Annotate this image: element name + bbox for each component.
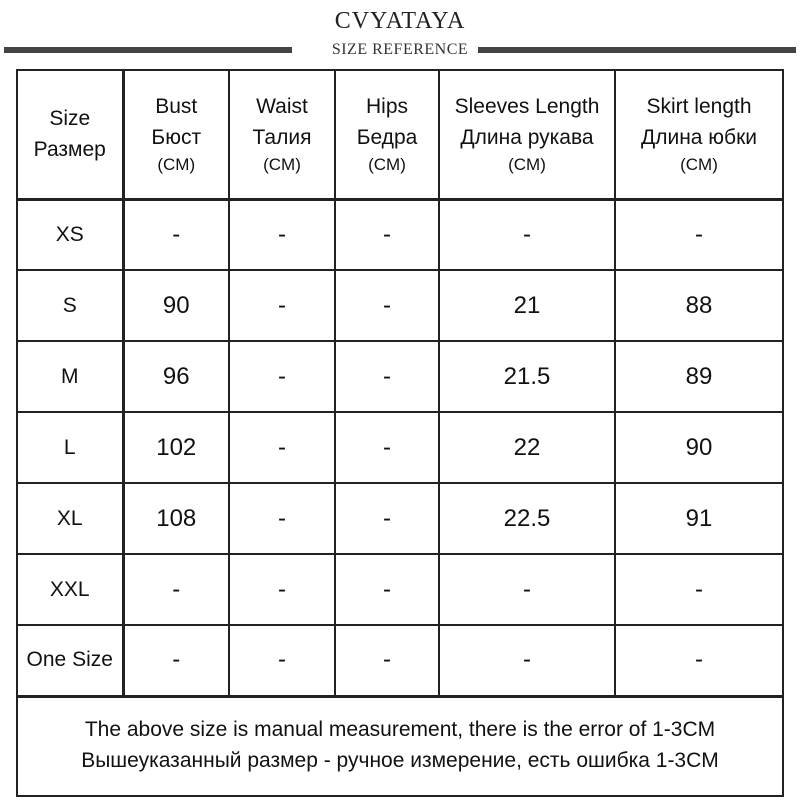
header-label-en: Sleeves Length	[454, 95, 600, 119]
header-divider-right	[478, 47, 796, 53]
waist-cell: -	[228, 482, 336, 555]
hips-cell: -	[334, 340, 440, 413]
header-sleeves-length: Sleeves Length Длина рукава (CM)	[438, 71, 616, 201]
hips-cell: -	[334, 269, 440, 342]
bust-cell: 90	[122, 269, 230, 342]
bust-cell: 108	[122, 482, 230, 555]
header-label-en: Skirt length	[646, 95, 752, 119]
header-unit: (CM)	[263, 155, 301, 175]
header-label-ru: Размер	[33, 138, 106, 162]
sleeves-length-cell: 21.5	[438, 340, 616, 413]
bust-cell: -	[122, 553, 230, 626]
size-cell: M	[18, 340, 125, 413]
header-label-ru: Бюст	[151, 126, 202, 150]
header-label-ru: Длина рукава	[460, 126, 594, 150]
skirt-length-cell: -	[614, 198, 782, 271]
size-table: Size Размер Bust Бюст (CM) Waist Талия (…	[18, 71, 782, 698]
table-header-row: Size Размер Bust Бюст (CM) Waist Талия (…	[18, 71, 782, 201]
header-divider-left	[4, 47, 292, 53]
table-row: L 102 - - 22 90	[18, 411, 782, 484]
sleeves-length-cell: 22	[438, 411, 616, 484]
header-label-en: Bust	[155, 95, 198, 119]
sleeves-length-cell: 21	[438, 269, 616, 342]
size-cell: One Size	[18, 624, 125, 698]
bust-cell: 96	[122, 340, 230, 413]
skirt-length-cell: 90	[614, 411, 782, 484]
header-unit: (CM)	[368, 155, 406, 175]
skirt-length-cell: 89	[614, 340, 782, 413]
note-russian: Вышеуказанный размер - ручное измерение,…	[81, 749, 719, 772]
waist-cell: -	[228, 411, 336, 484]
skirt-length-cell: -	[614, 553, 782, 626]
table-row: XXL - - - - -	[18, 553, 782, 626]
header-unit: (CM)	[157, 155, 196, 175]
brand-name: CVYATAYA	[334, 8, 466, 34]
hips-cell: -	[334, 624, 440, 698]
waist-cell: -	[228, 198, 336, 271]
skirt-length-cell: 88	[614, 269, 782, 342]
bust-cell: -	[122, 624, 230, 698]
table-row: One Size - - - - -	[18, 624, 782, 698]
header-label-ru: Бедра	[356, 126, 418, 150]
header-label-ru: Длина юбки	[640, 126, 757, 150]
waist-cell: -	[228, 624, 336, 698]
table-row: M 96 - - 21.5 89	[18, 340, 782, 413]
table-row: XL 108 - - 22.5 91	[18, 482, 782, 555]
header-hips: Hips Бедра (CM)	[334, 71, 440, 201]
sleeves-length-cell: 22.5	[438, 482, 616, 555]
table-row: S 90 - - 21 88	[18, 269, 782, 342]
waist-cell: -	[228, 340, 336, 413]
hips-cell: -	[334, 553, 440, 626]
hips-cell: -	[334, 411, 440, 484]
measurement-note: The above size is manual measurement, th…	[18, 698, 782, 795]
sleeves-length-cell: -	[438, 198, 616, 271]
bust-cell: 102	[122, 411, 230, 484]
table-row: XS - - - - -	[18, 198, 782, 271]
header-waist: Waist Талия (CM)	[228, 71, 336, 201]
header-label-en: Hips	[365, 95, 408, 119]
size-cell: XL	[18, 482, 125, 555]
note-english: The above size is manual measurement, th…	[84, 718, 716, 741]
header-skirt-length: Skirt length Длина юбки (CM)	[614, 71, 782, 201]
header-label-ru: Талия	[252, 126, 312, 150]
size-cell: XS	[18, 198, 125, 271]
header-unit: (CM)	[680, 155, 718, 175]
hips-cell: -	[334, 482, 440, 555]
header-size: Size Размер	[18, 71, 125, 201]
header-bust: Bust Бюст (CM)	[122, 71, 230, 201]
header-unit: (CM)	[508, 155, 546, 175]
bust-cell: -	[122, 198, 230, 271]
header-label-en: Size	[49, 107, 91, 131]
waist-cell: -	[228, 553, 336, 626]
skirt-length-cell: 91	[614, 482, 782, 555]
sleeves-length-cell: -	[438, 553, 616, 626]
size-cell: L	[18, 411, 125, 484]
size-reference-subtitle: SIZE REFERENCE	[331, 41, 469, 58]
size-chart: Size Размер Bust Бюст (CM) Waist Талия (…	[16, 69, 784, 797]
sleeves-length-cell: -	[438, 624, 616, 698]
waist-cell: -	[228, 269, 336, 342]
skirt-length-cell: -	[614, 624, 782, 698]
size-cell: S	[18, 269, 125, 342]
hips-cell: -	[334, 198, 440, 271]
header-label-en: Waist	[256, 95, 308, 119]
size-cell: XXL	[18, 553, 125, 626]
